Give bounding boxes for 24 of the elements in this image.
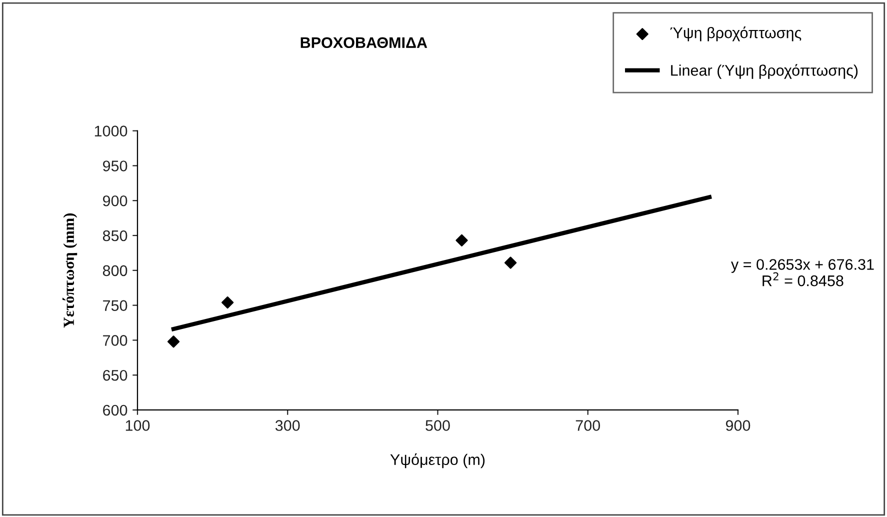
- y-tick-label: 750: [103, 300, 128, 311]
- point: [456, 234, 468, 246]
- annotation: y = 0.2653x + 676.31 R$^{2}$ = 0.8458: [731, 259, 874, 286]
- legend-label: Linear (Ύψη βροχόπτωσης): [671, 64, 858, 79]
- x-tick-label: 900: [726, 420, 750, 431]
- point: [221, 296, 234, 309]
- y-tick-label: 1000: [94, 126, 128, 136]
- legend-label: Ύψη βροχόπτωσης: [670, 26, 802, 42]
- chart-title: ΒΡΟΧΟΒΑΘΜΙΔΑ: [300, 37, 428, 48]
- x-tick-label: 100: [126, 420, 150, 431]
- point: [504, 256, 517, 269]
- y-tick-label: 700: [103, 335, 128, 346]
- y-tick-label: 650: [103, 370, 128, 381]
- y-tick-label: 850: [102, 230, 128, 242]
- x-tick-label: 300: [275, 420, 300, 431]
- point: [167, 336, 180, 348]
- y-tick-label: 600: [103, 404, 128, 416]
- y-tick-label: 900: [102, 195, 128, 206]
- y-tick-label: 800: [102, 265, 128, 276]
- y-tick-label: 950: [102, 160, 128, 172]
- x-axis-title: Υψόμετρο (m): [390, 453, 485, 468]
- x-tick-label: 500: [426, 420, 450, 431]
- y-axis-title: Υετόπτωση (mm): [62, 213, 78, 328]
- x-tick-label: 700: [576, 420, 600, 431]
